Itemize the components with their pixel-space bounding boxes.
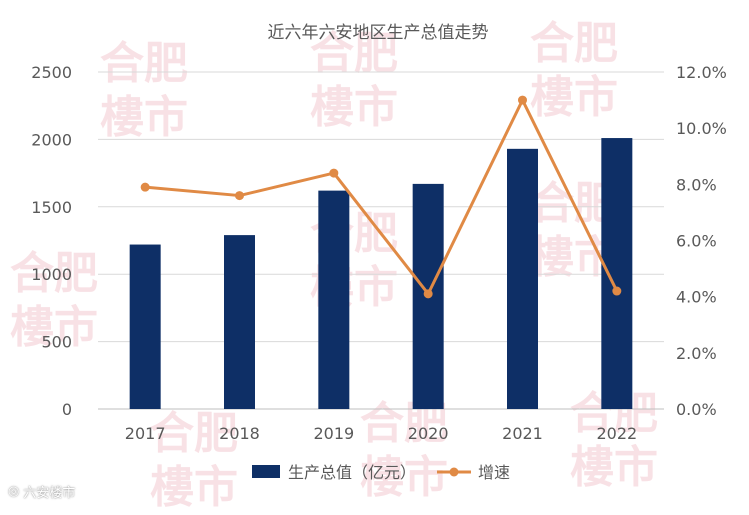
y-left-tick-label: 500 — [41, 333, 72, 352]
line-series — [140, 95, 622, 299]
x-tick-label: 2019 — [313, 424, 354, 443]
y-axis-left: 0 500 1000 1500 2000 2500 — [31, 63, 72, 419]
line-point — [329, 168, 339, 178]
y-right-tick-label: 4.0% — [676, 288, 717, 307]
line-point — [423, 289, 433, 299]
y-left-tick-label: 0 — [62, 400, 72, 419]
x-tick-label: 2020 — [408, 424, 449, 443]
legend-line-label: 增速 — [478, 463, 510, 482]
bar — [601, 138, 633, 409]
y-right-tick-label: 10.0% — [676, 119, 727, 138]
y-axis-right: 0.0% 2.0% 4.0% 6.0% 8.0% 10.0% 12.0% — [676, 63, 727, 419]
footer-watermark: ◎ 六安楼市 — [8, 482, 75, 501]
line-point — [235, 191, 244, 201]
footer-text: 六安楼市 — [23, 486, 76, 501]
line-point — [140, 182, 150, 192]
line-point — [518, 95, 527, 105]
bar — [224, 235, 255, 409]
legend-bar-swatch — [252, 465, 280, 478]
x-tick-label: 2017 — [125, 424, 166, 443]
y-right-tick-label: 6.0% — [676, 232, 717, 251]
y-right-tick-label: 0.0% — [676, 400, 717, 419]
y-left-tick-label: 1000 — [31, 265, 72, 284]
y-right-tick-label: 2.0% — [676, 344, 717, 363]
legend: 生产总值（亿元） 增速 — [252, 463, 510, 482]
x-axis: 2017 2018 2019 2020 2021 2022 — [125, 424, 637, 443]
y-left-tick-label: 2500 — [31, 63, 72, 82]
x-tick-label: 2022 — [596, 424, 637, 443]
y-right-tick-label: 12.0% — [676, 63, 727, 82]
y-left-tick-label: 2000 — [31, 130, 72, 149]
bar-series — [129, 138, 633, 409]
gridlines — [98, 71, 664, 410]
growth-line — [145, 98, 619, 296]
y-left-tick-label: 1500 — [31, 198, 72, 217]
x-tick-label: 2018 — [219, 424, 260, 443]
chart-title: 近六年六安地区生产总值走势 — [268, 23, 489, 43]
bar — [507, 148, 538, 409]
camera-eye-icon: ◎ — [8, 484, 20, 499]
line-point — [612, 286, 622, 296]
y-right-tick-label: 8.0% — [676, 175, 717, 194]
bar — [129, 244, 161, 409]
bar — [318, 190, 350, 409]
legend-line-marker — [449, 467, 459, 477]
x-tick-label: 2021 — [502, 424, 543, 443]
legend-bar-label: 生产总值（亿元） — [288, 463, 416, 482]
